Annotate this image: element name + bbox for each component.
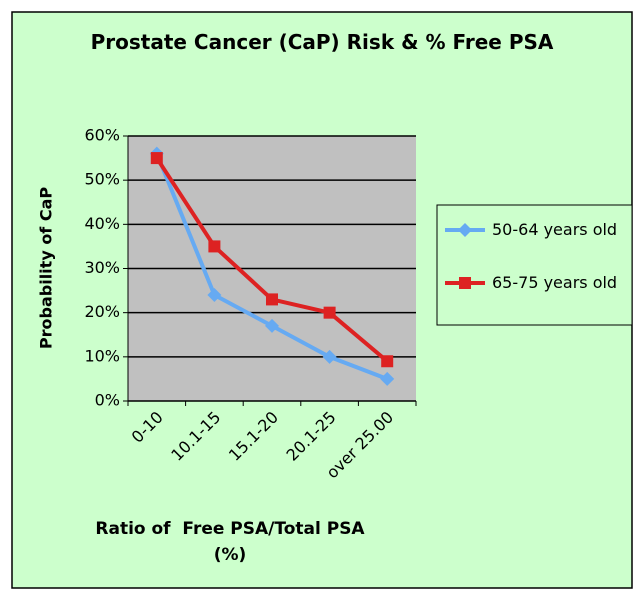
data-point (381, 355, 394, 368)
data-point (266, 293, 278, 306)
y-tick-label: 40% (84, 214, 120, 233)
legend-marker (459, 277, 471, 289)
legend-label: 50-64 years old (492, 220, 618, 239)
data-point (265, 318, 279, 333)
data-point (207, 288, 222, 302)
legend-label: 65-75 years old (492, 273, 618, 292)
y-tick-label: 50% (84, 170, 120, 189)
data-point (380, 371, 395, 386)
legend-box (436, 204, 633, 326)
y-tick-label: 20% (84, 302, 120, 321)
y-tick-label: 0% (95, 391, 120, 410)
y-tick-label: 30% (84, 258, 120, 277)
data-point (322, 349, 337, 364)
legend-marker (458, 223, 472, 237)
data-point (323, 306, 336, 319)
y-axis-title: Probability of CaP (37, 187, 56, 349)
data-point (150, 152, 163, 165)
data-point (208, 240, 221, 253)
y-tick-label: 10% (84, 346, 120, 365)
chart-title: Prostate Cancer (CaP) Risk & % Free PSA (90, 30, 554, 54)
y-tick-label: 60% (84, 126, 120, 145)
x-axis-title: Ratio of Free PSA/Total PSA (%) (95, 519, 365, 565)
